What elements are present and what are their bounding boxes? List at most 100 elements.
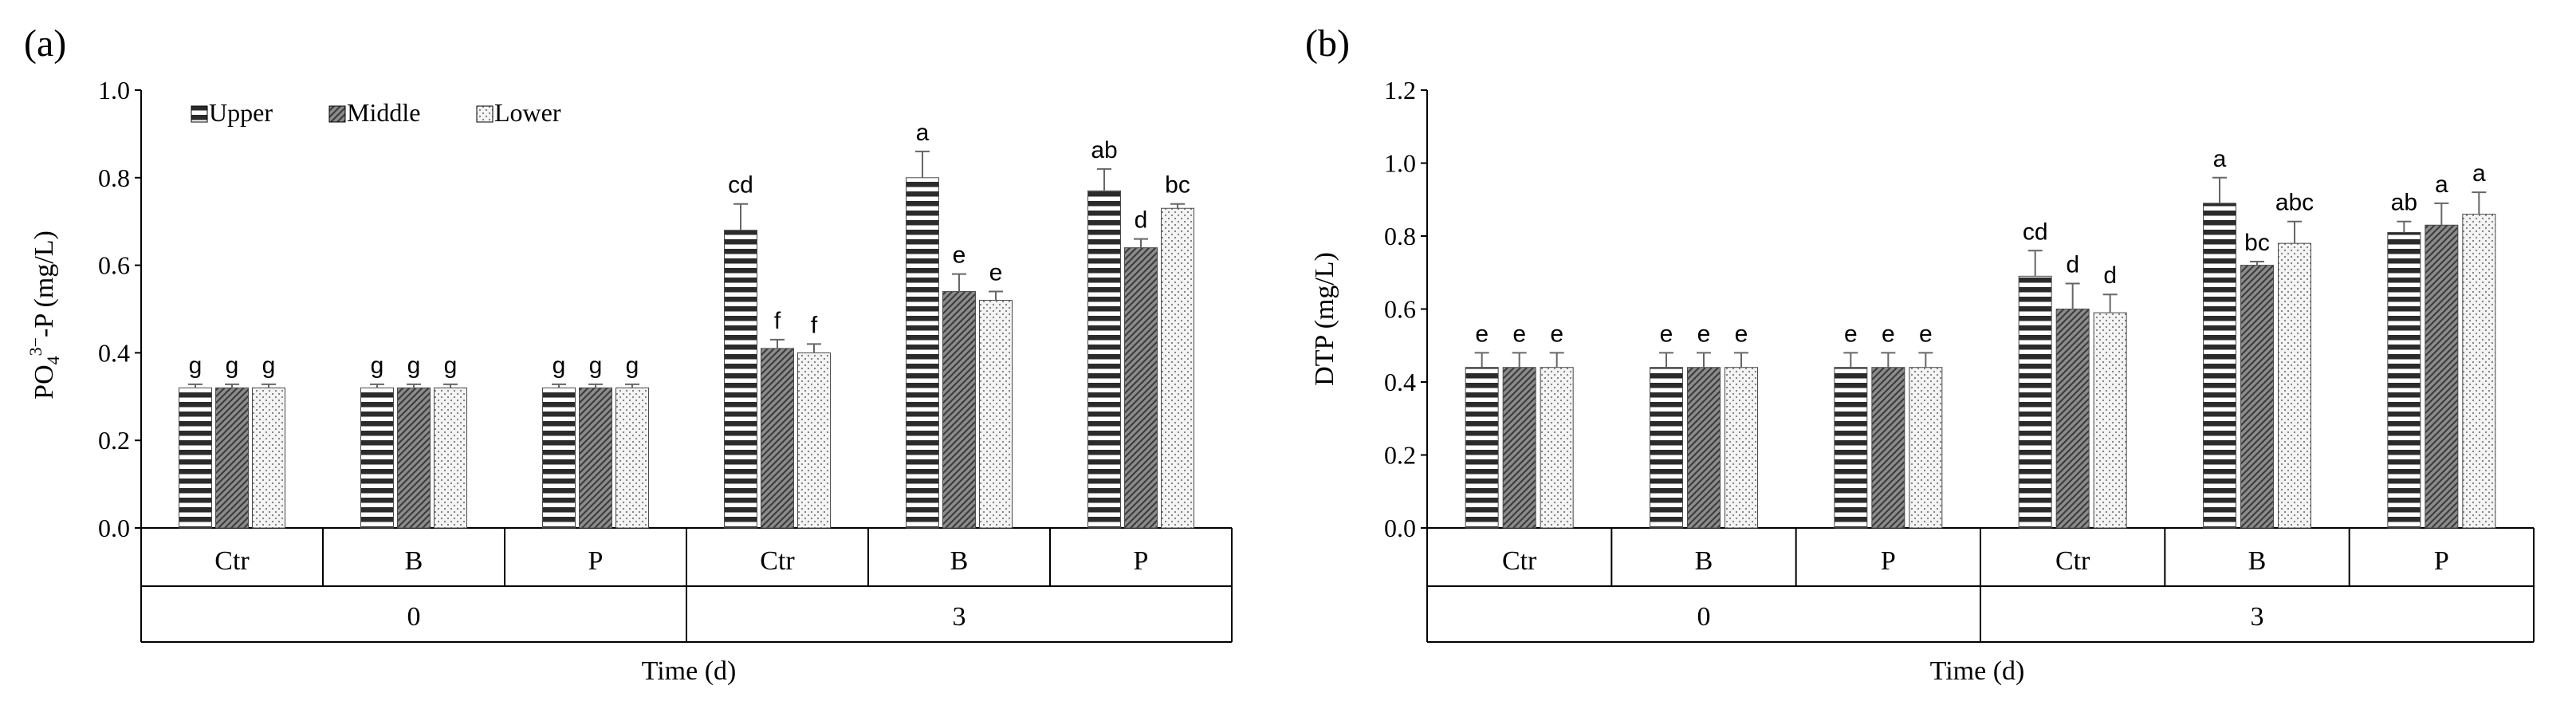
significance-label: g bbox=[371, 352, 384, 379]
bar-middle bbox=[1124, 247, 1158, 529]
bar-lower bbox=[979, 300, 1013, 529]
x-category-label: P bbox=[588, 546, 604, 576]
y-tick-label: 0.8 bbox=[1384, 222, 1416, 250]
significance-label: bc bbox=[1165, 172, 1190, 199]
bar-lower bbox=[1909, 367, 1943, 529]
bar-lower bbox=[2093, 312, 2127, 529]
y-tick-label: 1.0 bbox=[98, 76, 130, 104]
legend-item-lower: Lower bbox=[476, 98, 561, 127]
bar-lower bbox=[2278, 242, 2311, 529]
y-tick-label: 1.0 bbox=[1384, 149, 1416, 178]
significance-label: cd bbox=[728, 172, 753, 199]
significance-label: d bbox=[2103, 262, 2117, 289]
y-tick-label: 0.0 bbox=[1384, 514, 1416, 542]
significance-label: e bbox=[1697, 321, 1711, 347]
significance-label: a bbox=[2472, 160, 2486, 187]
bar-lower bbox=[2462, 214, 2496, 529]
bar-upper bbox=[179, 387, 212, 529]
significance-label: g bbox=[407, 352, 421, 379]
bar-middle bbox=[761, 348, 794, 529]
ylabel-sup: 3− bbox=[26, 337, 45, 356]
bar-middle bbox=[397, 387, 431, 529]
significance-label: e bbox=[1882, 321, 1895, 347]
x-category-label: P bbox=[1134, 546, 1149, 576]
bar-middle bbox=[942, 291, 976, 529]
x-category-label: B bbox=[2248, 546, 2267, 576]
significance-label: f bbox=[811, 312, 818, 338]
significance-label: abc bbox=[2275, 190, 2314, 216]
x-category-label: Ctr bbox=[2055, 546, 2090, 576]
bar-middle bbox=[2055, 309, 2090, 529]
y-tick-label: 0.0 bbox=[98, 514, 130, 542]
legend: Upper Middle Lower bbox=[191, 98, 561, 127]
x-group-label: 3 bbox=[953, 602, 966, 632]
x-category-label: Ctr bbox=[214, 546, 250, 576]
panel-a: (a) PO43−-P (mg/L) Time (d) Upper Middle… bbox=[24, 22, 1233, 686]
legend-label-middle: Middle bbox=[347, 98, 420, 127]
significance-label: a bbox=[2213, 146, 2227, 172]
x-axis-label: Time (d) bbox=[1930, 656, 2025, 686]
legend-swatch-lower bbox=[476, 105, 494, 123]
significance-label: bc bbox=[2244, 230, 2270, 256]
x-category-label: P bbox=[2434, 546, 2449, 576]
y-tick-label: 0.2 bbox=[98, 426, 130, 455]
x-category-label: B bbox=[950, 546, 969, 576]
significance-label: a bbox=[916, 120, 930, 146]
y-axis-label: PO43−-P (mg/L) bbox=[26, 230, 63, 400]
significance-label: g bbox=[189, 352, 203, 379]
bar-lower bbox=[1725, 367, 1758, 529]
bar-middle bbox=[2240, 265, 2274, 529]
bar-upper bbox=[360, 387, 394, 529]
y-tick-label: 0.4 bbox=[1384, 368, 1416, 396]
panel-label: (b) bbox=[1305, 22, 1350, 65]
legend-item-middle: Middle bbox=[328, 98, 420, 127]
significance-label: e bbox=[1735, 321, 1748, 347]
x-category-label: P bbox=[1881, 546, 1896, 576]
panel-label: (a) bbox=[24, 22, 66, 65]
x-category-label: B bbox=[405, 546, 423, 576]
ylabel-base: PO bbox=[29, 364, 59, 399]
legend-swatch-upper bbox=[191, 105, 208, 123]
significance-label: f bbox=[774, 308, 781, 334]
significance-label: e bbox=[1660, 321, 1673, 347]
significance-label: e bbox=[1844, 321, 1858, 347]
x-axis-label: Time (d) bbox=[642, 656, 737, 686]
x-category-label: Ctr bbox=[1502, 546, 1537, 576]
bar-middle bbox=[1871, 367, 1905, 529]
significance-label: g bbox=[589, 352, 603, 379]
bar-lower bbox=[615, 387, 649, 529]
significance-label: e bbox=[1475, 321, 1489, 347]
legend-swatch-middle bbox=[328, 105, 346, 123]
bar-upper bbox=[1834, 367, 1868, 529]
significance-label: e bbox=[1550, 321, 1563, 347]
significance-label: d bbox=[1135, 207, 1148, 234]
significance-label: g bbox=[444, 352, 458, 379]
significance-label: ab bbox=[1091, 137, 1117, 163]
bar-upper bbox=[906, 177, 939, 529]
x-group-label: 3 bbox=[2251, 602, 2264, 632]
legend-item-upper: Upper bbox=[191, 98, 273, 127]
bar-upper bbox=[2018, 275, 2052, 529]
significance-label: a bbox=[2435, 171, 2448, 198]
bar-upper bbox=[1087, 190, 1121, 529]
ylabel-sub: 4 bbox=[43, 356, 63, 364]
legend-label-upper: Upper bbox=[209, 98, 273, 127]
significance-label: ab bbox=[2391, 190, 2417, 216]
significance-label: e bbox=[953, 242, 966, 269]
y-tick-label: 0.6 bbox=[1384, 295, 1416, 324]
bar-lower bbox=[1540, 367, 1574, 529]
y-axis-label: DTP (mg/L) bbox=[1310, 252, 1339, 386]
significance-label: g bbox=[262, 352, 276, 379]
bar-upper bbox=[1465, 367, 1499, 529]
bar-upper bbox=[2387, 231, 2421, 529]
bar-upper bbox=[542, 387, 576, 529]
bar-middle bbox=[1687, 367, 1721, 529]
bar-middle bbox=[2425, 224, 2459, 529]
x-group-label: 0 bbox=[1697, 602, 1711, 632]
bar-upper bbox=[724, 230, 757, 529]
bar-middle bbox=[1502, 367, 1536, 529]
significance-label: g bbox=[626, 352, 639, 379]
y-tick-label: 0.6 bbox=[98, 251, 130, 280]
x-category-label: Ctr bbox=[760, 546, 795, 576]
